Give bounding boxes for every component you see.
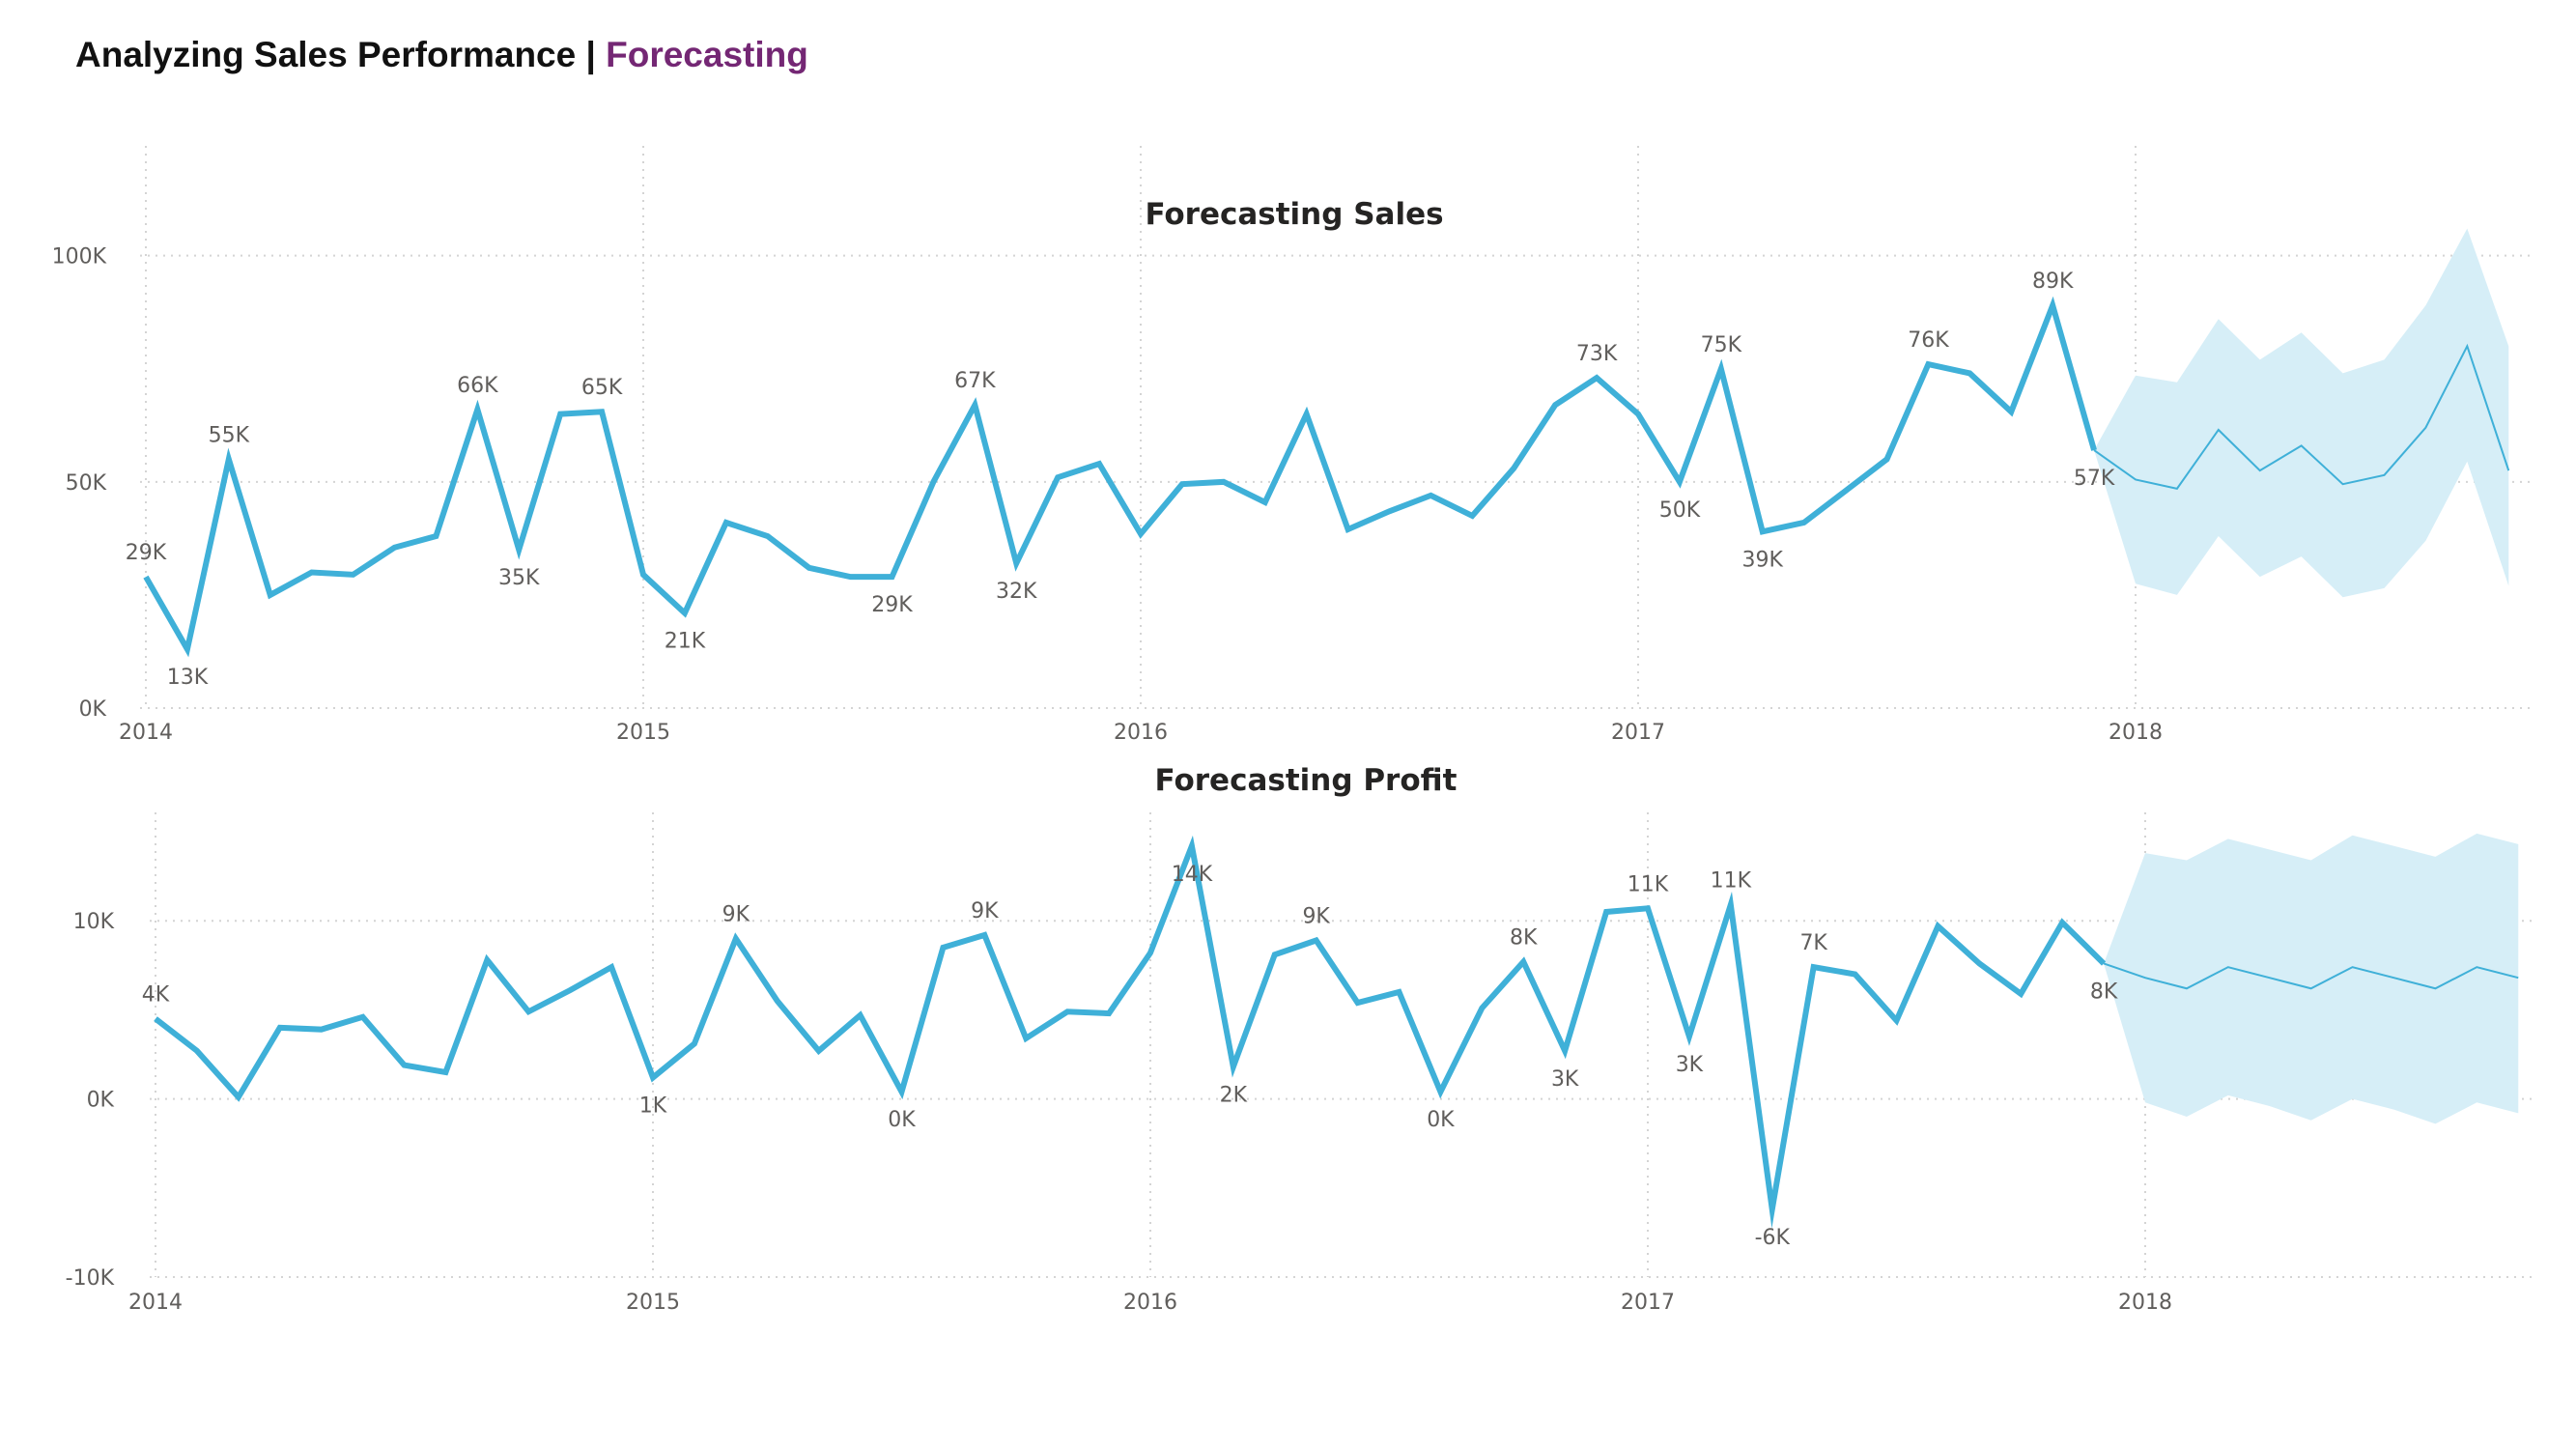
y-tick-label: 100K (52, 245, 107, 270)
data-label: 66K (457, 374, 498, 398)
data-label: 29K (871, 593, 913, 617)
data-label: 8K (2090, 980, 2118, 1004)
x-tick-label: 2017 (1621, 1291, 1675, 1315)
series-line (143, 296, 2097, 658)
data-label: 75K (1701, 333, 1742, 357)
data-label: 21K (665, 630, 706, 654)
x-tick-label: 2015 (616, 721, 670, 745)
chart-title: Forecasting Sales (1145, 197, 1443, 232)
page-title-main: Analyzing Sales Performance | (75, 35, 607, 74)
data-label: 0K (888, 1108, 916, 1132)
forecast-line (2093, 343, 2510, 490)
data-label: 14K (1172, 863, 1213, 887)
data-label: 1K (639, 1094, 667, 1118)
data-label: -6K (1755, 1226, 1791, 1250)
data-label: 2K (1220, 1083, 1248, 1107)
data-label: 8K (1510, 926, 1538, 951)
data-label: 11K (1711, 869, 1752, 894)
series-line (154, 835, 2107, 1229)
forecast-confidence-band (2104, 833, 2519, 1124)
x-tick-label: 2014 (128, 1291, 183, 1315)
data-label: 0K (1427, 1108, 1455, 1132)
page-title-accent: Forecasting (606, 35, 808, 74)
forecasting-sales-chart: Forecasting Sales 0K 50K 100K 2014 2015 2016 2… (52, 146, 2535, 745)
data-label: 55K (209, 423, 250, 447)
x-tick-label: 2015 (626, 1291, 680, 1315)
data-label: 13K (167, 666, 209, 690)
x-tick-label: 2016 (1123, 1291, 1177, 1315)
data-label: 76K (1908, 328, 1949, 353)
x-tick-label: 2014 (119, 721, 173, 745)
forecast-confidence-band (2094, 228, 2509, 598)
forecast-line (2103, 962, 2519, 990)
data-label: 9K (971, 899, 999, 923)
y-tick-label: 0K (87, 1089, 115, 1113)
data-label: 7K (1799, 931, 1827, 955)
data-label: 29K (126, 541, 167, 565)
data-label: 35K (498, 566, 540, 590)
forecasting-profit-chart: Forecasting Profit -10K 0K 10K 2014 2015 2016… (66, 763, 2535, 1315)
data-label: 32K (996, 580, 1037, 604)
data-label: 39K (1742, 548, 1784, 572)
chart-title: Forecasting Profit (1155, 763, 1458, 798)
y-tick-label: -10K (66, 1266, 115, 1291)
data-label: 9K (1302, 904, 1330, 928)
x-tick-label: 2016 (1114, 721, 1168, 745)
y-tick-label: 10K (73, 910, 115, 934)
y-tick-label: 50K (66, 471, 107, 496)
data-label: 4K (142, 983, 170, 1008)
data-label: 11K (1628, 872, 1669, 896)
y-tick-label: 0K (79, 697, 107, 722)
data-label: 65K (581, 376, 623, 400)
x-tick-label: 2017 (1611, 721, 1665, 745)
data-label: 3K (1676, 1053, 1704, 1077)
data-label: 73K (1576, 342, 1618, 366)
data-label: 57K (2074, 467, 2115, 491)
data-label: 9K (722, 903, 750, 927)
x-tick-label: 2018 (2109, 721, 2163, 745)
data-label: 89K (2032, 270, 2074, 294)
page-title: Analyzing Sales Performance | Forecastin… (75, 35, 808, 75)
x-tick-label: 2018 (2118, 1291, 2172, 1315)
data-label: 3K (1551, 1067, 1579, 1092)
data-label: 67K (954, 369, 996, 393)
data-label: 50K (1659, 498, 1701, 523)
